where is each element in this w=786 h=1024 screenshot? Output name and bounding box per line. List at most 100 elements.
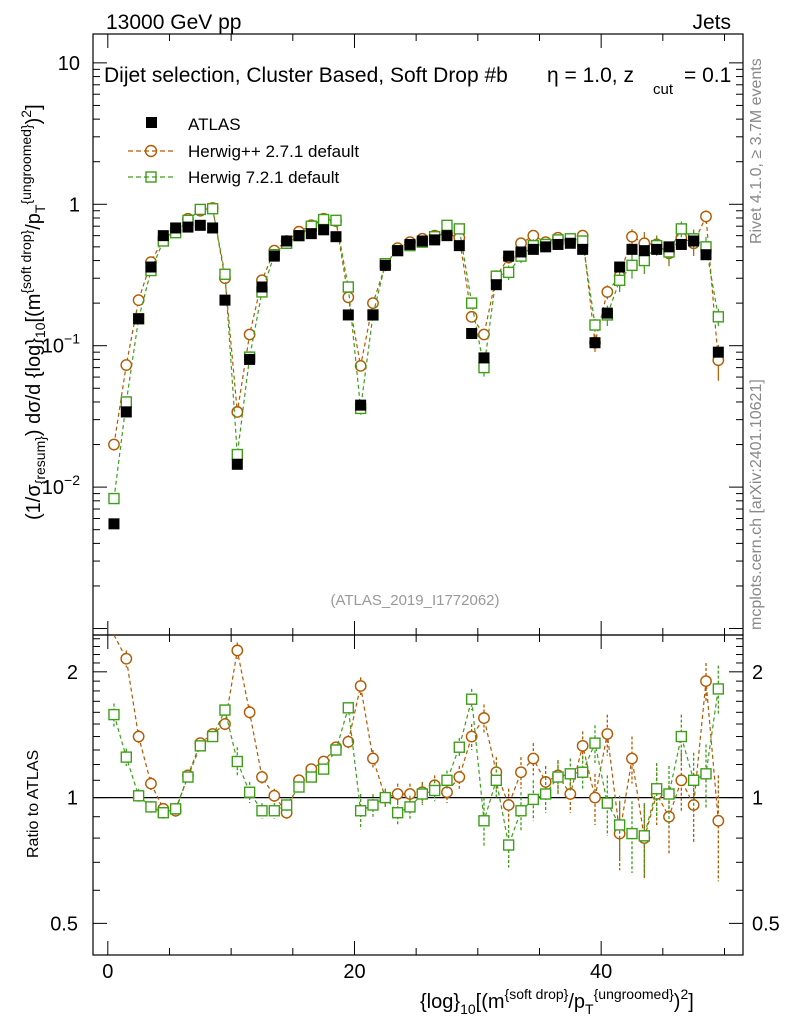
atlas-data-point	[700, 249, 712, 261]
y-tick-label-ratio-right: 0.5	[752, 913, 780, 935]
legend-herwigpp-label: Herwig++ 2.7.1 default	[188, 142, 359, 161]
atlas-data-point	[194, 219, 206, 231]
herwig7-ratio-point	[527, 793, 540, 806]
herwig7-ratio-point	[416, 788, 429, 800]
herwigpp-ratio-point	[243, 706, 256, 719]
atlas-data-point	[281, 235, 293, 247]
herwig7-ratio-point	[330, 744, 342, 756]
herwig7-main-point	[675, 223, 688, 235]
plot-title-eta: η = 1.0, z	[547, 64, 634, 87]
atlas-data-point	[157, 230, 169, 242]
herwig7-ratio-point	[379, 791, 392, 804]
herwigpp-ratio-point	[527, 752, 540, 765]
herwig7-ratio-point	[478, 815, 490, 827]
herwigpp-ratio-point	[354, 680, 367, 692]
atlas-data-point	[318, 224, 330, 236]
legend-herwigpp-marker	[144, 144, 158, 158]
herwig7-ratio-point	[391, 807, 404, 819]
side-rivet-label: Rivet 4.1.0, ≥ 3.7M events	[748, 58, 765, 244]
herwig7-ratio-point	[132, 790, 145, 802]
atlas-data-point	[145, 261, 157, 273]
herwig7-ratio-point	[428, 784, 441, 797]
herwig7-main-point	[120, 396, 133, 408]
herwig7-ratio-point	[206, 730, 219, 743]
herwig7-ratio-point	[305, 771, 318, 783]
herwig7-ratio-point	[675, 730, 688, 743]
atlas-data-point	[342, 309, 354, 321]
herwigpp-ratio-point	[256, 771, 268, 783]
herwig7-ratio-point	[441, 774, 453, 786]
herwig7-main-point	[478, 361, 490, 374]
herwig7-ratio-point	[280, 799, 293, 811]
plot-title-cut-sub: cut	[653, 81, 674, 98]
atlas-data-point	[651, 243, 663, 255]
herwigpp-ratio-point	[589, 791, 601, 804]
herwig7-ratio-point	[576, 766, 589, 778]
legend-herwig7-label: Herwig 7.2.1 default	[188, 168, 339, 187]
atlas-data-point	[601, 307, 613, 319]
herwigpp-main-point	[120, 359, 133, 371]
herwig7-ratio-point	[638, 830, 651, 842]
herwig7-ratio-point	[453, 741, 466, 753]
atlas-data-point	[552, 238, 564, 250]
atlas-data-point	[589, 337, 601, 349]
herwig7-ratio-point	[367, 799, 379, 811]
herwig7-ratio-point	[650, 783, 663, 795]
atlas-data-point	[626, 243, 638, 255]
atlas-data-point	[392, 245, 404, 257]
herwig7-main-point	[231, 448, 244, 461]
herwig7-ratio-point	[293, 781, 305, 793]
atlas-data-point	[182, 221, 194, 233]
herwig7-ratio-point	[626, 827, 638, 840]
herwigpp-main-point	[243, 328, 256, 341]
atlas-data-point	[663, 241, 675, 253]
atlas-data-point	[231, 458, 243, 470]
atlas-data-point	[256, 281, 268, 293]
y-tick-label-main: 10−1	[42, 331, 80, 358]
herwig7-main-point	[453, 223, 466, 235]
energy-label: 13000 GeV pp	[106, 11, 241, 34]
x-axis-label: {log}10[(m{soft drop}/pT{ungroomed})2]	[420, 986, 694, 1017]
herwig7-ratio-point	[404, 801, 416, 813]
herwig7-main-point	[219, 268, 231, 280]
herwig7-main-line	[113, 208, 719, 499]
herwig7-main-point	[502, 266, 515, 279]
herwig7-ratio-line	[113, 688, 719, 848]
atlas-data-point	[108, 518, 120, 530]
herwig7-ratio-point	[687, 774, 700, 786]
atlas-data-point	[355, 399, 367, 411]
atlas-data-point	[268, 250, 280, 262]
herwig7-ratio-point	[231, 755, 244, 768]
herwigpp-ratio-line	[113, 634, 719, 839]
herwigpp-main-line	[113, 207, 719, 445]
atlas-data-point	[330, 231, 342, 243]
atlas-data-point	[207, 222, 219, 234]
atlas-data-point	[577, 243, 589, 255]
herwig7-ratio-point	[182, 771, 194, 783]
atlas-data-point	[219, 294, 231, 306]
herwig7-ratio-point	[490, 774, 503, 786]
herwigpp-main-point	[700, 210, 712, 223]
herwig7-ratio-point	[243, 786, 256, 798]
y-tick-label-ratio: 2	[67, 662, 78, 684]
herwigpp-main-point	[478, 328, 490, 341]
herwig7-ratio-point	[268, 805, 281, 817]
herwig7-ratio-point	[539, 788, 552, 800]
herwigpp-ratio-point	[231, 644, 244, 657]
herwig7-ratio-point	[157, 807, 170, 819]
herwig7-ratio-point	[601, 797, 614, 809]
atlas-data-point	[614, 261, 626, 273]
atlas-data-point	[638, 245, 650, 257]
herwigpp-ratio-point	[453, 771, 466, 783]
atlas-data-point	[170, 222, 182, 234]
atlas-data-point	[688, 235, 700, 247]
plot-title: Dijet selection, Cluster Based, Soft Dro…	[104, 64, 508, 87]
atlas-data-point	[293, 230, 305, 242]
atlas-data-point	[305, 228, 317, 240]
herwigpp-ratio-point	[502, 799, 515, 811]
herwigpp-ratio-point	[120, 652, 133, 665]
atlas-data-point	[379, 259, 391, 271]
herwig7-main-point	[638, 254, 651, 267]
herwigpp-ratio-point	[145, 777, 157, 790]
